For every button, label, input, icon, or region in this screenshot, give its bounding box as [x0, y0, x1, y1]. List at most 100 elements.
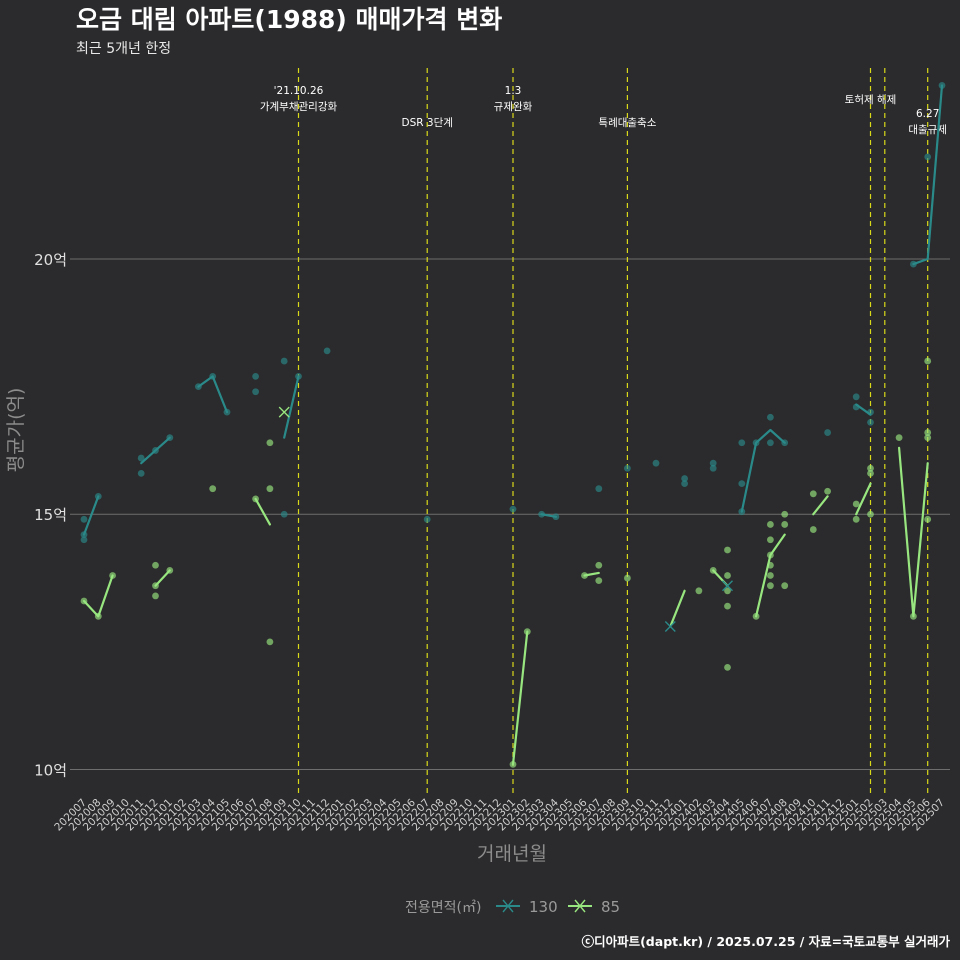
point-130 — [252, 388, 259, 396]
series-line-85 — [583, 571, 600, 577]
legend-title: 전용면적(㎡) — [405, 900, 481, 916]
point-85 — [781, 521, 789, 528]
point-85 — [852, 515, 860, 523]
series-line-130 — [140, 436, 171, 465]
series-line-85 — [82, 574, 114, 618]
point-130 — [80, 536, 88, 544]
point-85 — [767, 521, 774, 528]
point-85 — [781, 582, 789, 590]
x-axis-title: 거래년월 — [477, 843, 547, 865]
point-130 — [924, 153, 932, 161]
cross-markers — [278, 406, 733, 633]
legend: 전용면적(㎡) 130 85 — [405, 898, 620, 916]
legend-cross — [574, 899, 586, 913]
point-85 — [767, 582, 774, 590]
source-caption: ⓒ디아파트(dapt.kr) / 2025.07.25 / 자료=국토교통부 실… — [582, 934, 951, 949]
point-130 — [280, 357, 288, 365]
point-130 — [867, 418, 874, 426]
point-85 — [266, 439, 274, 447]
point-130 — [738, 480, 746, 488]
cross-marker-85 — [664, 621, 676, 633]
series-line-85 — [812, 495, 829, 516]
y-axis-ticks: 10억 15억 20억 — [34, 251, 67, 779]
point-85 — [767, 572, 774, 579]
point-130 — [824, 429, 831, 436]
series-line-130 — [82, 495, 100, 536]
point-130 — [595, 485, 603, 493]
series-line-130 — [283, 375, 300, 439]
legend-label: 130 — [529, 898, 558, 916]
point-85 — [724, 663, 731, 671]
y-axis-title: 평균가(억) — [5, 388, 27, 473]
point-85 — [924, 357, 932, 365]
point-85 — [724, 587, 731, 595]
series-line-130 — [855, 403, 872, 416]
point-130 — [767, 439, 774, 447]
cross-marker-130 — [278, 406, 290, 418]
point-130 — [709, 464, 717, 472]
point-85 — [624, 574, 631, 582]
series-line-85 — [254, 497, 271, 526]
cross-stroke — [722, 580, 733, 592]
point-130 — [681, 480, 688, 488]
point-130 — [852, 393, 860, 401]
point-85 — [595, 561, 603, 569]
point-85 — [781, 510, 789, 518]
series-line-130 — [740, 428, 786, 513]
series-line-85 — [154, 569, 171, 587]
event-annotation: 대출규제 — [908, 124, 947, 136]
point-85 — [867, 464, 874, 472]
point-130 — [624, 464, 631, 472]
point-130 — [738, 439, 746, 447]
point-130 — [767, 413, 774, 421]
point-130 — [652, 459, 660, 467]
event-annotation: 특례대출축소 — [598, 117, 656, 129]
cross-marker-85 — [722, 580, 733, 592]
series-line-130 — [197, 375, 229, 414]
point-85 — [895, 434, 903, 442]
event-annotation: DSR 3단계 — [402, 117, 453, 129]
point-130 — [280, 510, 288, 518]
point-85 — [152, 561, 159, 569]
legend-item-85: 85 — [568, 898, 620, 916]
point-130 — [323, 347, 331, 355]
point-85 — [924, 515, 932, 523]
point-85 — [266, 638, 274, 646]
series-line-85 — [855, 482, 872, 516]
point-130 — [252, 372, 259, 380]
legend-cross — [502, 899, 514, 913]
point-85 — [724, 546, 731, 554]
point-85 — [867, 469, 874, 477]
event-annotation: 토허제 해제 — [845, 93, 897, 106]
series-line-85 — [669, 589, 686, 628]
event-annotation: 가계부채관리강화 — [260, 101, 338, 113]
chart-subtitle: 최근 5개년 한정 — [76, 41, 171, 57]
point-85 — [724, 572, 731, 579]
y-tick-label: 15억 — [34, 506, 67, 524]
point-85 — [867, 510, 874, 518]
point-85 — [724, 602, 731, 610]
point-85 — [695, 587, 703, 595]
event-annotation: 6.27 — [916, 108, 939, 120]
cross-stroke — [278, 406, 290, 418]
point-85 — [266, 485, 274, 493]
series-line-130 — [912, 84, 944, 266]
cross-stroke — [664, 621, 676, 633]
series-line-85 — [897, 446, 929, 618]
y-tick-label: 20억 — [34, 251, 67, 269]
y-tick-label: 10억 — [34, 761, 67, 779]
point-85 — [595, 577, 603, 584]
event-annotation: 1.3 — [505, 85, 522, 97]
point-130 — [509, 505, 517, 513]
point-85 — [809, 526, 817, 533]
point-85 — [924, 429, 932, 436]
point-85 — [152, 592, 159, 600]
legend-label: 85 — [601, 898, 620, 916]
gridlines — [70, 258, 950, 770]
point-130 — [137, 469, 145, 477]
series-line-85 — [754, 533, 786, 618]
legend-item-130: 130 — [496, 898, 558, 916]
x-axis-ticks: 2020072020082020092020102020112020122021… — [52, 796, 947, 833]
point-130 — [709, 459, 717, 467]
